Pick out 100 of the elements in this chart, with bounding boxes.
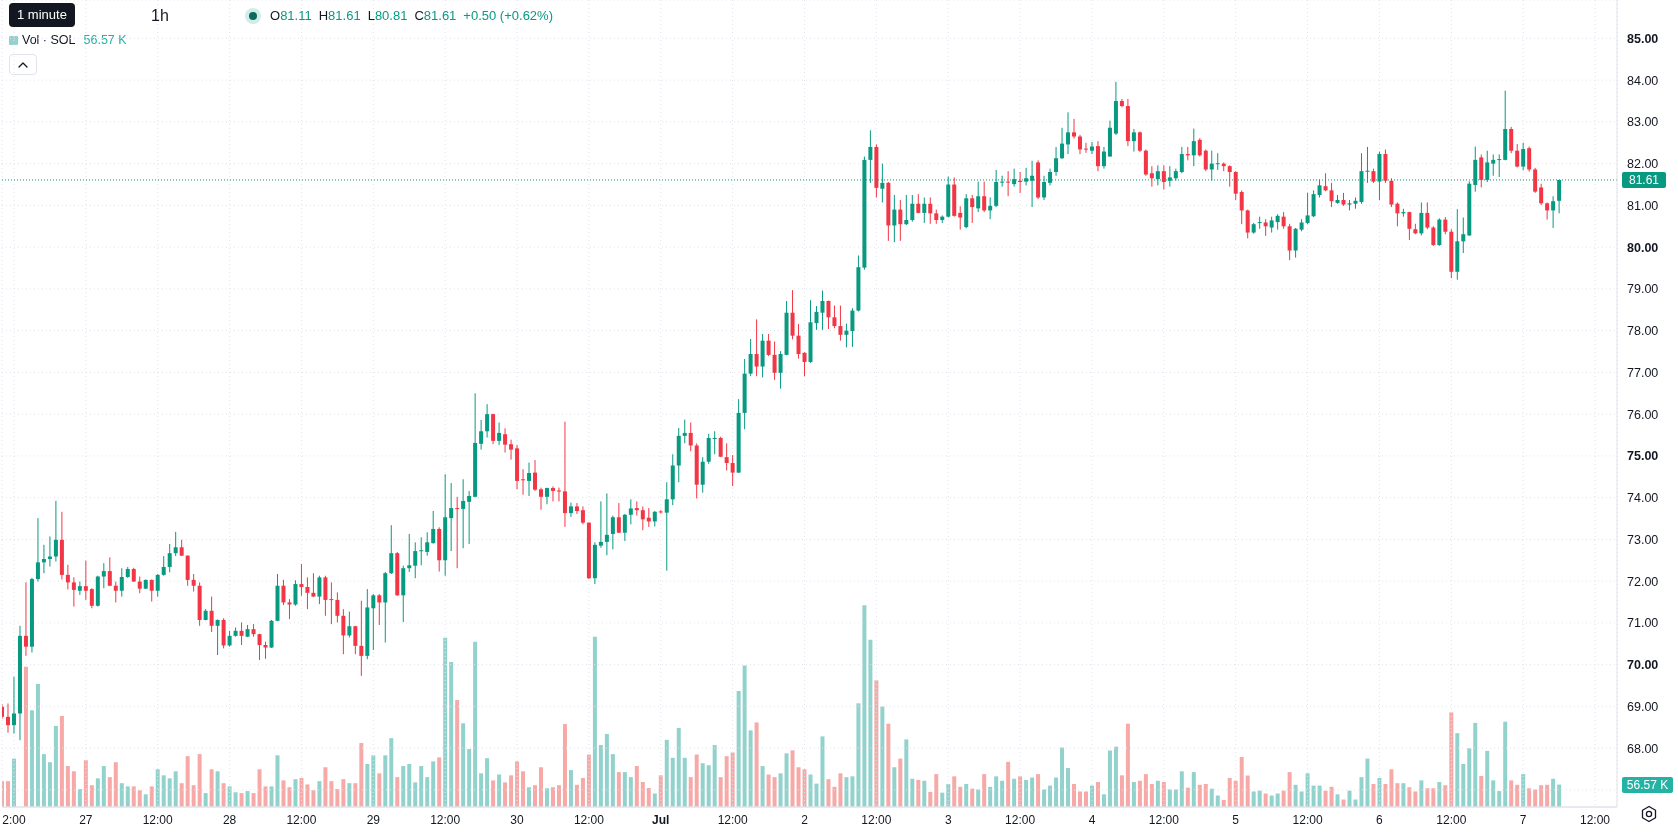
bar bbox=[413, 782, 418, 807]
x-tick-label: Jul bbox=[652, 813, 670, 827]
bar bbox=[970, 788, 975, 807]
bar bbox=[1509, 780, 1514, 807]
bar bbox=[179, 783, 184, 807]
candlestick bbox=[610, 515, 615, 550]
bar bbox=[652, 793, 657, 807]
candlestick bbox=[1533, 167, 1538, 194]
bar bbox=[1185, 787, 1190, 807]
bar bbox=[119, 783, 124, 807]
candlestick bbox=[1078, 134, 1082, 155]
candlestick bbox=[1131, 128, 1136, 153]
candlestick bbox=[1149, 165, 1154, 188]
candlestick bbox=[796, 323, 801, 360]
x-tick-label: 12:00 bbox=[286, 813, 317, 827]
bar bbox=[353, 783, 358, 807]
bar bbox=[407, 764, 412, 807]
candlestick bbox=[1311, 189, 1316, 218]
candlestick bbox=[539, 487, 543, 511]
bar bbox=[101, 766, 106, 807]
bar bbox=[994, 776, 999, 807]
bar bbox=[1024, 779, 1029, 807]
candlestick bbox=[664, 481, 669, 572]
bar bbox=[1479, 775, 1484, 807]
candlestick bbox=[527, 462, 532, 497]
x-tick-label: 2 bbox=[801, 813, 809, 827]
bar bbox=[377, 773, 382, 807]
bar bbox=[802, 769, 807, 807]
text: 56.57 K bbox=[1622, 776, 1673, 793]
bar bbox=[131, 786, 136, 807]
bar bbox=[1293, 784, 1298, 807]
bar bbox=[1491, 780, 1496, 807]
candlestick bbox=[173, 531, 178, 557]
bar bbox=[239, 793, 244, 807]
bar bbox=[1335, 794, 1340, 807]
bar bbox=[161, 775, 166, 807]
bar bbox=[1287, 772, 1292, 807]
candlestick bbox=[1521, 142, 1526, 171]
bar bbox=[191, 785, 196, 807]
y-tick-label: 85.00 bbox=[1627, 31, 1659, 46]
bar bbox=[892, 767, 897, 807]
bar bbox=[527, 787, 532, 807]
x-tick-label: 12:00 bbox=[430, 813, 461, 827]
candlestick bbox=[389, 524, 394, 575]
bar bbox=[958, 786, 963, 807]
bar bbox=[670, 757, 675, 807]
bar bbox=[952, 776, 957, 807]
x-tick-label: 12:00 bbox=[861, 813, 892, 827]
candlestick bbox=[730, 454, 735, 487]
x-tick-label: 12:00 bbox=[1292, 813, 1323, 827]
candlestick bbox=[772, 341, 777, 381]
bar bbox=[1557, 784, 1562, 807]
candlestick bbox=[700, 456, 705, 494]
bar bbox=[1060, 747, 1065, 807]
bar bbox=[1389, 769, 1394, 807]
bar bbox=[622, 772, 627, 807]
bar bbox=[155, 769, 160, 807]
bar bbox=[497, 774, 502, 807]
candlestick bbox=[1551, 195, 1556, 229]
annotation: H81.61 bbox=[318, 8, 361, 23]
x-tick-label: 3 bbox=[944, 813, 952, 827]
candlestick bbox=[287, 598, 292, 620]
candlestick bbox=[622, 513, 627, 542]
bar bbox=[197, 754, 202, 807]
candlestick bbox=[604, 492, 609, 556]
bar bbox=[293, 779, 298, 807]
candlestick bbox=[1509, 126, 1514, 154]
bar bbox=[694, 754, 699, 807]
bar bbox=[1107, 750, 1112, 807]
candlestick bbox=[1539, 183, 1544, 206]
bar bbox=[287, 787, 292, 807]
bar bbox=[1419, 780, 1424, 807]
candlestick bbox=[341, 608, 346, 655]
candlestick bbox=[323, 575, 328, 617]
candlestick bbox=[533, 459, 538, 492]
bar bbox=[574, 784, 579, 807]
candlestick bbox=[1491, 153, 1496, 177]
candlestick bbox=[1527, 146, 1532, 173]
bar bbox=[568, 770, 573, 807]
bar bbox=[1323, 790, 1328, 807]
candlestick bbox=[149, 578, 154, 603]
x-tick-label: 6 bbox=[1376, 813, 1384, 827]
bar bbox=[1533, 789, 1538, 807]
bar bbox=[281, 780, 286, 807]
bar bbox=[1149, 784, 1154, 807]
bar bbox=[509, 775, 514, 807]
candlestick bbox=[11, 676, 16, 735]
bar bbox=[311, 790, 316, 807]
bar bbox=[1257, 790, 1262, 807]
candlestick bbox=[503, 427, 508, 454]
bar bbox=[988, 786, 993, 807]
bar bbox=[365, 764, 370, 807]
candlestick bbox=[281, 579, 286, 606]
bar bbox=[1263, 793, 1268, 807]
bar bbox=[539, 767, 543, 807]
bar bbox=[173, 771, 178, 807]
candlestick bbox=[1389, 177, 1394, 208]
candlestick bbox=[688, 422, 693, 452]
candlestick bbox=[970, 194, 975, 224]
bar bbox=[850, 776, 855, 807]
